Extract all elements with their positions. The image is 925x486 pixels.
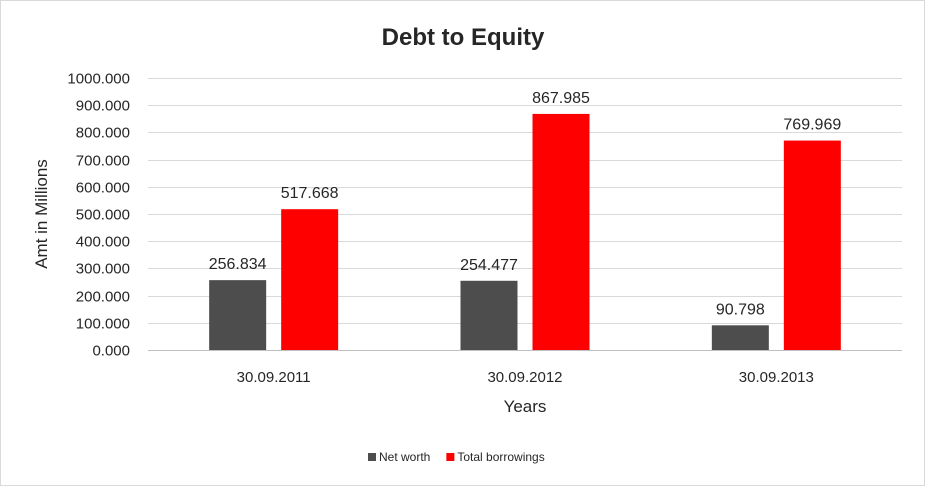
legend-swatch: [446, 453, 455, 461]
legend-label: Net worth: [379, 450, 430, 464]
bar-net-worth: [460, 280, 518, 350]
y-tick-label: 100.000: [76, 316, 130, 333]
bar-total-borrowings: [281, 209, 339, 350]
y-tick-label: 200.000: [76, 289, 130, 306]
data-label: 90.798: [716, 301, 765, 318]
bar-total-borrowings: [783, 140, 841, 350]
x-tick-label: 30.09.2012: [487, 369, 562, 386]
data-labels: 256.834 517.668 254.477 867.985 90.798 769.96…: [209, 90, 842, 318]
y-tick-label: 400.000: [76, 234, 130, 251]
y-tick-label: 800.000: [76, 125, 130, 142]
bar-net-worth: [209, 280, 267, 350]
bar-net-worth: [711, 325, 769, 350]
legend-label: Total borrowings: [457, 450, 544, 464]
data-label: 254.477: [460, 257, 518, 274]
legend: Net worth Total borrowings: [368, 450, 545, 464]
data-label: 867.985: [532, 90, 590, 107]
y-tick-label: 300.000: [76, 261, 130, 278]
bar-total-borrowings: [532, 113, 590, 350]
x-axis-ticks: 30.09.2011 30.09.2012 30.09.2013: [237, 369, 814, 386]
y-tick-label: 600.000: [76, 180, 130, 197]
y-tick-label: 1000.000: [67, 71, 130, 88]
y-tick-label: 500.000: [76, 207, 130, 224]
y-axis-ticks: 0.000 100.000 200.000 300.000 400.000 500.000…: [67, 71, 130, 360]
data-label: 256.834: [209, 256, 267, 273]
y-tick-label: 700.000: [76, 153, 130, 170]
bars: [209, 113, 841, 350]
x-tick-label: 30.09.2011: [237, 369, 311, 386]
data-label: 517.668: [281, 185, 339, 202]
x-tick-label: 30.09.2013: [739, 369, 814, 386]
y-axis-title: Amt in Millions: [32, 159, 51, 269]
x-axis-title: Years: [504, 397, 547, 416]
gridlines: [148, 78, 902, 351]
legend-swatch: [368, 453, 376, 461]
y-tick-label: 0.000: [92, 343, 130, 360]
data-label: 769.969: [783, 117, 841, 134]
y-tick-label: 900.000: [76, 98, 130, 115]
chart-title: Debt to Equity: [382, 24, 545, 51]
